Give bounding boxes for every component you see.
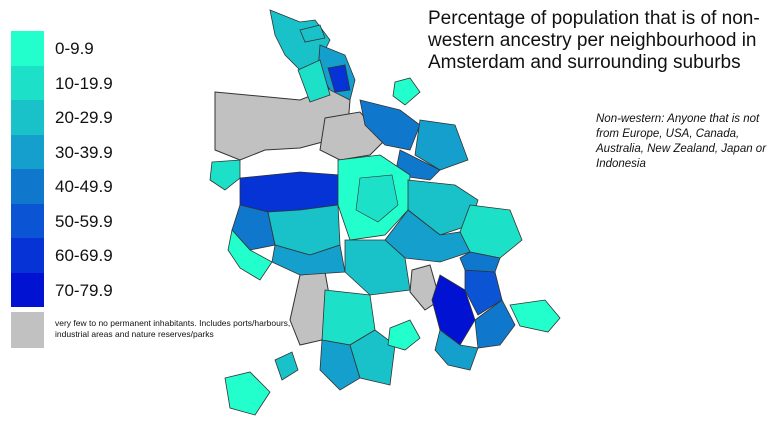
legend: 0-9.9 10-19.9 20-29.9 30-39.9 40-49.9 50… bbox=[11, 31, 311, 307]
legend-label: 0-9.9 bbox=[55, 39, 94, 58]
district-far-west bbox=[209, 159, 241, 191]
legend-swatch bbox=[11, 238, 44, 273]
district-south-1 bbox=[344, 239, 411, 296]
legend-item-3: 30-39.9 bbox=[11, 134, 311, 169]
outlier-north bbox=[299, 24, 326, 43]
district-west-2 bbox=[231, 204, 276, 251]
outlier-southwest bbox=[224, 371, 271, 416]
legend-item-2: 20-29.9 bbox=[11, 100, 311, 135]
map-title: Percentage of population that is of non-… bbox=[428, 8, 760, 73]
legend-swatch-no-data bbox=[11, 312, 44, 348]
outlier-southwest-2 bbox=[274, 351, 299, 381]
legend-swatch bbox=[11, 169, 44, 204]
definition-note: Non-western: Anyone that is not from Eur… bbox=[596, 113, 767, 170]
district-north-4 bbox=[297, 59, 331, 103]
district-northeast-2 bbox=[414, 119, 469, 171]
district-south-4 bbox=[349, 329, 396, 386]
district-south-3 bbox=[319, 339, 361, 391]
district-northeast-1 bbox=[359, 99, 421, 151]
legend-item-5: 50-59.9 bbox=[11, 203, 311, 238]
legend-swatch bbox=[11, 272, 44, 307]
legend-swatch bbox=[11, 100, 44, 135]
district-west-4 bbox=[227, 229, 273, 281]
legend-item-7: 70-79.9 bbox=[11, 272, 311, 307]
legend-item-4: 40-49.9 bbox=[11, 169, 311, 204]
legend-item-1: 10-19.9 bbox=[11, 65, 311, 100]
district-southeast-4 bbox=[474, 299, 516, 349]
legend-no-data-label: very few to no permanent inhabitants. In… bbox=[55, 318, 291, 339]
legend-swatch bbox=[11, 134, 44, 169]
legend-swatch bbox=[11, 31, 44, 66]
district-centre-inner bbox=[355, 174, 399, 223]
legend-label: 10-19.9 bbox=[55, 73, 113, 93]
outlier-southeast bbox=[509, 299, 561, 333]
legend-swatch bbox=[11, 65, 44, 100]
legend-label: 60-69.9 bbox=[55, 246, 113, 265]
district-southeast-3 bbox=[459, 251, 501, 273]
legend-label: 70-79.9 bbox=[55, 280, 113, 300]
district-southeast-5 bbox=[434, 329, 479, 371]
legend-item-6: 60-69.9 bbox=[11, 238, 311, 273]
outlier-south bbox=[387, 319, 421, 351]
district-north-3 bbox=[327, 64, 351, 93]
legend-label: 30-39.9 bbox=[55, 142, 113, 162]
legend-item-0: 0-9.9 bbox=[11, 31, 311, 66]
legend-label: 40-49.9 bbox=[55, 177, 113, 196]
legend-swatch bbox=[11, 203, 44, 238]
legend-label: 50-59.9 bbox=[55, 211, 113, 231]
legend-label: 20-29.9 bbox=[55, 108, 113, 127]
district-island-northeast bbox=[392, 77, 421, 106]
